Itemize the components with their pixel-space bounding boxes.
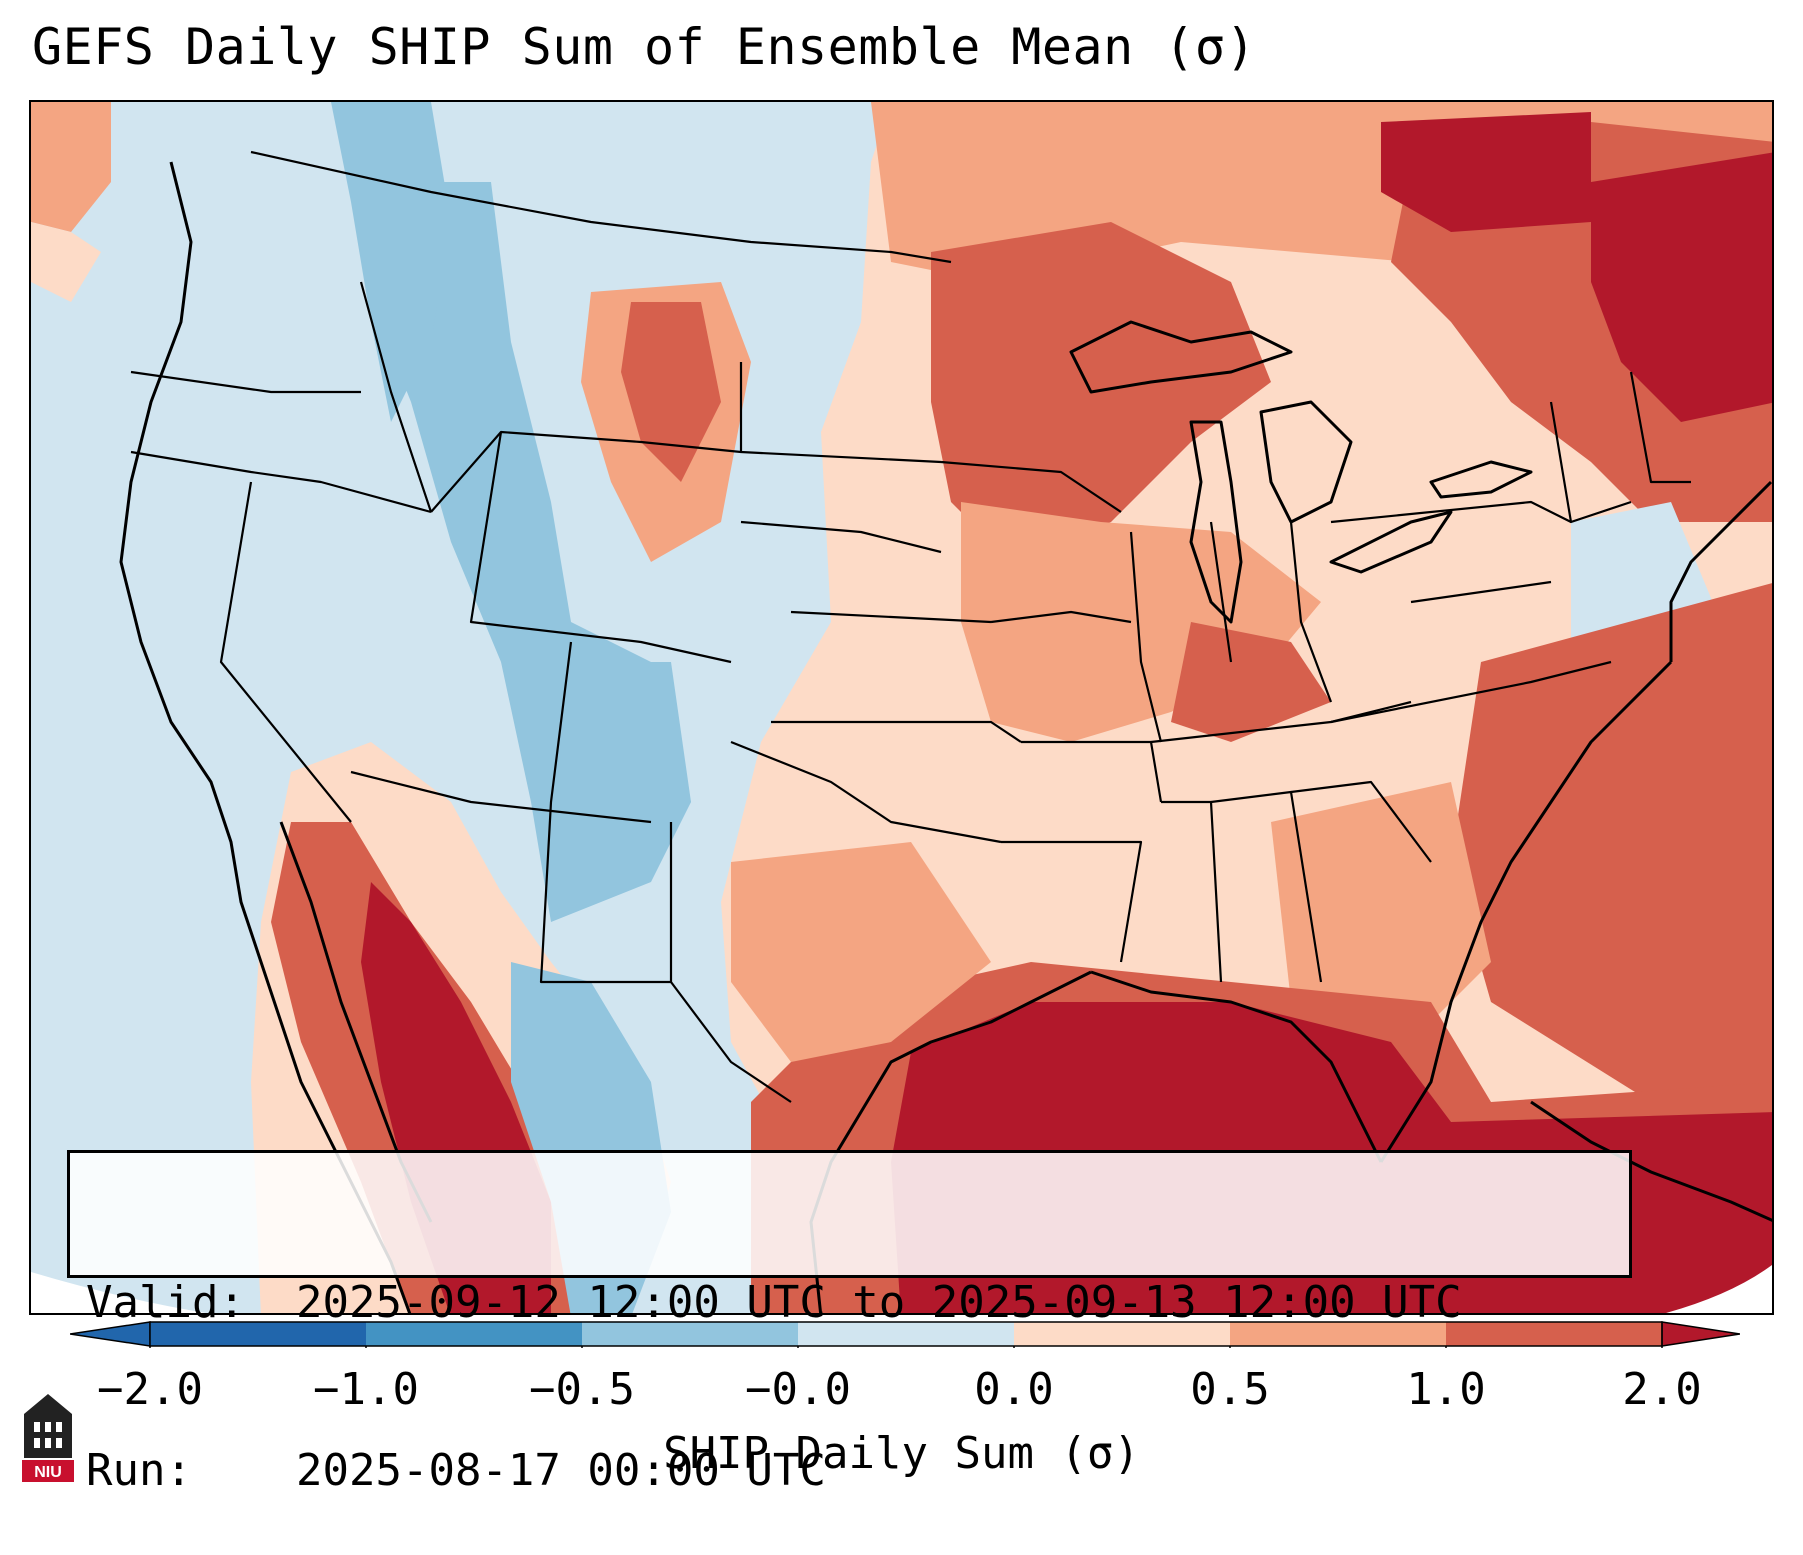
colorbar (70, 1321, 1740, 1348)
border-sd-ne (740, 520, 942, 554)
atlantic-coast (1669, 480, 1772, 662)
colorbar-tick-label: 0.5 (1190, 1364, 1270, 1415)
valid-label: Valid: (86, 1277, 245, 1328)
border-nc-va (1330, 660, 1612, 724)
border-mn-ia (940, 460, 1122, 513)
border-ny-vt (1549, 401, 1632, 524)
valid-row: Valid: 2025-09-12 12:00 UTC to 2025-09-13… (86, 1275, 1613, 1331)
canada-border (250, 150, 952, 264)
colorbar-tick-label: −0.0 (745, 1364, 851, 1415)
border-ok-tx (730, 740, 1002, 844)
border-ar-la (1001, 840, 1143, 963)
great-lakes-ontario (1429, 460, 1533, 499)
border-ia-mo (990, 610, 1132, 624)
field-warm-southern-plains (731, 842, 991, 1062)
logo-text: NIU (34, 1464, 62, 1481)
border-ut-az (350, 770, 652, 824)
border-ks-ok (771, 720, 1022, 743)
run-row: Run: 2025-08-17 00:00 UTC (86, 1443, 1613, 1499)
border-nm-tx (669, 822, 792, 1103)
field-warm-upper-midwest (931, 222, 1271, 562)
colorbar-tick-label: −1.0 (313, 1364, 419, 1415)
border-co-nm (539, 641, 671, 984)
valid-run-info-box: Valid: 2025-09-12 12:00 UTC to 2025-09-13… (67, 1150, 1632, 1496)
colorbar-bin-3 (582, 1322, 798, 1346)
projection-edge-right (1666, 1264, 1772, 1313)
border-pa-ny (1330, 500, 1572, 524)
field-warm-quebec-core (1381, 112, 1591, 232)
border-new-england (1629, 371, 1691, 484)
field-cool-new-mexico (531, 662, 691, 892)
border-pa-md (1410, 580, 1552, 604)
field-warm-northeast-core (1591, 152, 1772, 422)
border-ga-sc (1290, 780, 1432, 863)
field-warm-pacific-corner (31, 102, 111, 232)
border-il-in (1129, 531, 1163, 743)
border-nd-sd (739, 362, 942, 464)
colorbar-bin-1 (150, 1322, 366, 1346)
colorbar-extend-high (1661, 1321, 1740, 1347)
field-cool-idaho (331, 102, 451, 422)
colorbar-tick-label: −0.5 (529, 1364, 635, 1415)
field-warm-montana-core (621, 302, 721, 482)
map-panel (29, 100, 1774, 1315)
great-lakes-superior (1069, 320, 1293, 394)
great-lakes-huron (1259, 400, 1353, 524)
border-mt-wy (430, 430, 742, 513)
colorbar-bin-5 (1014, 1322, 1230, 1346)
colorbar-label: SHIP Daily Sum (σ) (663, 1428, 1140, 1479)
colorbar-bin-7 (1446, 1322, 1662, 1346)
border-oh-pa (1289, 521, 1333, 703)
colorbar-extend-low (70, 1321, 151, 1347)
great-lakes-michigan (1189, 420, 1243, 624)
colorbar-bin-6 (1230, 1322, 1446, 1346)
border-wa-or (130, 370, 361, 394)
field-warm-ohio-valley (1171, 622, 1331, 742)
border-ne-ks (790, 610, 992, 624)
colorbar-tick-label: 0.0 (974, 1364, 1054, 1415)
colorbar-tick-label: −2.0 (97, 1364, 203, 1415)
border-in-oh (1209, 521, 1233, 663)
valid-value: 2025-09-12 12:00 UTC to 2025-09-13 12:00… (296, 1277, 1462, 1328)
border-wy-co (469, 431, 732, 664)
projection-edge-left (31, 1272, 206, 1313)
colorbar-ticks: −2.0 −1.0 −0.5 −0.0 0.0 0.5 1.0 2.0 (0, 1364, 1803, 1424)
border-or-ca (130, 450, 432, 514)
colorbar-tick-marks (149, 1346, 1663, 1348)
cuba-coast (1530, 1100, 1772, 1222)
great-lakes-erie (1329, 510, 1453, 574)
colorbar-outline (149, 1321, 1663, 1347)
run-label: Run: (86, 1445, 192, 1496)
state-borders (130, 150, 1691, 1103)
run-value: 2025-08-17 00:00 UTC (296, 1445, 826, 1496)
niu-logo-icon: NIU (22, 1394, 74, 1482)
colorbar-tick-label: 1.0 (1406, 1364, 1486, 1415)
map-title: GEFS Daily SHIP Sum of Ensemble Mean (σ) (32, 18, 1257, 76)
florida-coast (1379, 660, 1673, 1163)
coastlines (119, 161, 1772, 1313)
colorbar-tick-label: 2.0 (1622, 1364, 1702, 1415)
border-id-mt (359, 281, 433, 513)
border-nv-ca (219, 481, 352, 823)
gulf-coast-east (1090, 970, 1383, 1163)
field-warm-atlantic (1451, 583, 1772, 1102)
colorbar-bin-2 (366, 1322, 582, 1346)
field-warm-pacific-corner-light (31, 222, 101, 302)
ship-field-map (31, 102, 1772, 1313)
colorbar-bin-4 (798, 1322, 1014, 1346)
